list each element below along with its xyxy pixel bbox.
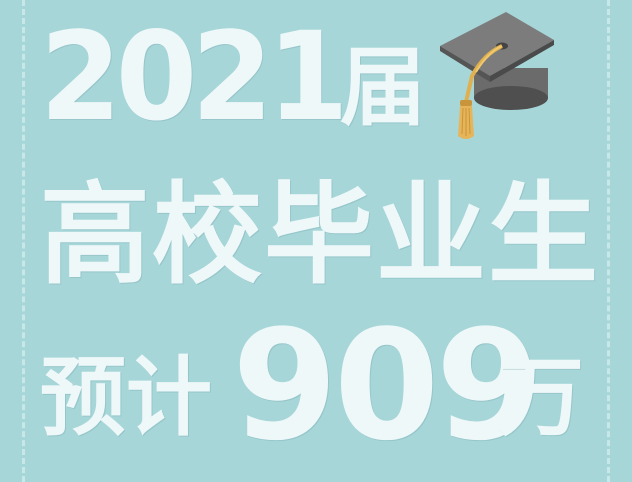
left-dashed-border [22, 0, 25, 482]
graduation-cap-icon [440, 12, 554, 139]
estimate-text: 预计 [40, 348, 212, 448]
cohort-text: 届 [340, 38, 426, 138]
subject-text: 高校毕业生 [40, 171, 600, 299]
right-dashed-border [607, 0, 610, 482]
number-text: 909 [232, 297, 541, 474]
year-text: 2021 [40, 6, 349, 148]
unit-text: 万 [498, 348, 584, 448]
